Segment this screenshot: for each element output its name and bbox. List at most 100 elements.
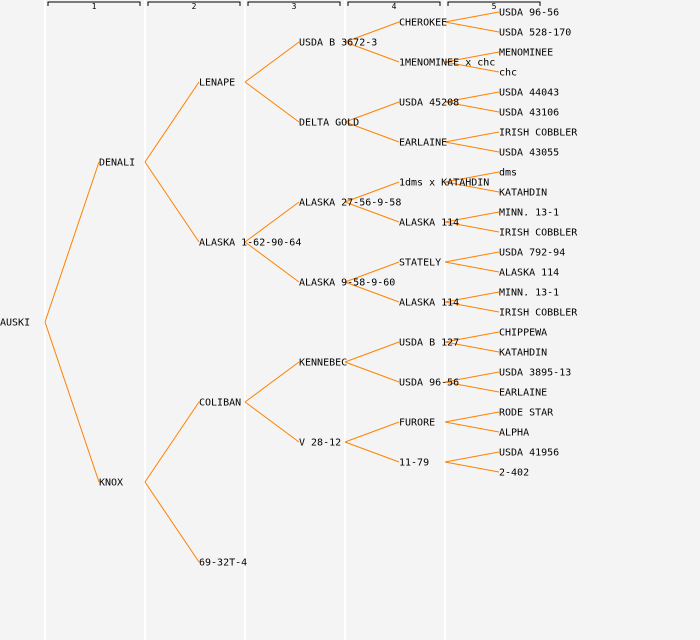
pedigree-node-gen3[interactable]: ALASKA 9-58-9-60 [299,278,395,289]
connector-line [244,201,300,243]
connector-line [344,441,400,463]
connector-line [444,461,500,473]
pedigree-node-gen5[interactable]: IRISH COBBLER [499,228,578,239]
connector-line [444,291,500,303]
pedigree-node-gen1[interactable]: DENALI [99,158,135,169]
pedigree-node-gen4[interactable]: USDA 96-56 [399,378,459,389]
connector-line [344,361,400,383]
connector-line [344,281,400,303]
connector-line [444,341,500,353]
connector-line [444,371,500,383]
pedigree-node-gen5[interactable]: ALASKA 114 [499,268,559,279]
connector-line [44,161,100,323]
connector-line [444,51,500,63]
generation-header-label: 3 [292,2,297,11]
pedigree-node-gen5[interactable]: USDA 43106 [499,108,559,119]
connector-line [244,41,300,83]
pedigree-node-gen5[interactable]: MENOMINEE [499,48,553,59]
pedigree-node-gen5[interactable]: USDA 43055 [499,148,559,159]
pedigree-node-gen4[interactable]: ALASKA 114 [399,298,459,309]
generation-header-2: 2 [147,1,241,11]
pedigree-node-gen4[interactable]: 1MENOMINEE x chc [399,58,495,69]
pedigree-node-gen5[interactable]: MINN. 13-1 [499,288,559,299]
connector-line [444,421,500,433]
pedigree-node-gen5[interactable]: USDA 41956 [499,448,559,459]
connector-line [444,261,500,273]
connector-line [144,481,200,563]
pedigree-node-gen4[interactable]: 11-79 [399,458,429,469]
connector-line [144,401,200,483]
pedigree-node-gen4[interactable]: FURORE [399,418,435,429]
pedigree-node-gen3[interactable]: ALASKA 27-56-9-58 [299,198,401,209]
pedigree-node-gen4[interactable]: ALASKA 114 [399,218,459,229]
connector-line [344,101,400,123]
generation-header-label: 4 [392,2,397,11]
pedigree-node-gen4[interactable]: USDA B 127 [399,338,459,349]
connector-line [344,341,400,363]
pedigree-node-gen3[interactable]: USDA B 3672-3 [299,38,377,49]
connector-line [444,91,500,103]
connector-line [344,181,400,203]
generation-header-4: 4 [347,1,441,11]
pedigree-node-gen5[interactable]: USDA 3895-13 [499,368,571,379]
pedigree-node-gen4[interactable]: STATELY [399,258,441,269]
pedigree-node-gen3[interactable]: V 28-12 [299,438,341,449]
pedigree-node-gen2[interactable]: 69-32T-4 [199,558,247,569]
pedigree-node-gen5[interactable]: MINN. 13-1 [499,208,559,219]
pedigree-node-gen3[interactable]: DELTA GOLD [299,118,359,129]
node-labels: USDA 96-56 USDA 528-170 CHEROKEE MENOMINEE c… [0,8,578,569]
pedigree-node-gen4[interactable]: 1dms x KATAHDIN [399,178,489,189]
pedigree-node-gen2[interactable]: COLIBAN [199,398,241,409]
pedigree-node-gen5[interactable]: KATAHDIN [499,188,547,199]
connector-line [444,451,500,463]
header-bracket [47,1,141,6]
pedigree-node-gen5[interactable]: RODE STAR [499,408,554,419]
connector-line [444,381,500,393]
pedigree-node-gen2[interactable]: LENAPE [199,78,235,89]
pedigree-node-gen1[interactable]: KNOX [99,478,123,489]
connector-line [444,101,500,113]
pedigree-node-gen5[interactable]: IRISH COBBLER [499,308,578,319]
pedigree-node-gen5[interactable]: USDA 44043 [499,88,559,99]
generation-header-1: 1 [47,1,141,11]
header-bracket [347,1,441,6]
connector-line [444,211,500,223]
pedigree-node-gen5[interactable]: KATAHDIN [499,348,547,359]
pedigree-node-gen5[interactable]: EARLAINE [499,388,547,399]
pedigree-node-gen5[interactable]: 2-402 [499,468,529,479]
connector-line [444,61,500,73]
generation-header-3: 3 [247,1,341,11]
pedigree-node-gen5[interactable]: USDA 96-56 [499,8,559,19]
pedigree-node-gen3[interactable]: KENNEBEC [299,358,347,369]
pedigree-node-gen5[interactable]: CHIPPEWA [499,328,547,339]
connector-line [444,221,500,233]
connector-line [344,41,400,63]
pedigree-node-gen5[interactable]: chc [499,68,517,79]
header-bracket [147,1,241,6]
connector-line [144,81,200,163]
pedigree-node-gen5[interactable]: IRISH COBBLER [499,128,578,139]
connector-line [244,401,300,443]
pedigree-node-gen5[interactable]: ALPHA [499,428,529,439]
connector-line [444,181,500,193]
connector-line [144,161,200,243]
pedigree-node-gen5[interactable]: dms [499,168,517,179]
pedigree-node-gen5[interactable]: USDA 792-94 [499,248,565,259]
connector-line [244,361,300,403]
connector-line [444,21,500,33]
root-node[interactable]: AUSKI [0,318,30,329]
connector-line [444,411,500,423]
generation-header-label: 2 [192,2,197,11]
pedigree-node-gen2[interactable]: ALASKA 1-62-90-64 [199,238,301,249]
pedigree-node-gen4[interactable]: USDA 45208 [399,98,459,109]
connector-line [444,171,500,183]
generation-header-5: 5 [447,1,541,11]
pedigree-node-gen4[interactable]: EARLAINE [399,138,447,149]
header-bracket [247,1,341,6]
connector-line [344,201,400,223]
connector-line [444,141,500,153]
pedigree-node-gen5[interactable]: USDA 528-170 [499,28,571,39]
pedigree-node-gen4[interactable]: CHEROKEE [399,18,447,29]
